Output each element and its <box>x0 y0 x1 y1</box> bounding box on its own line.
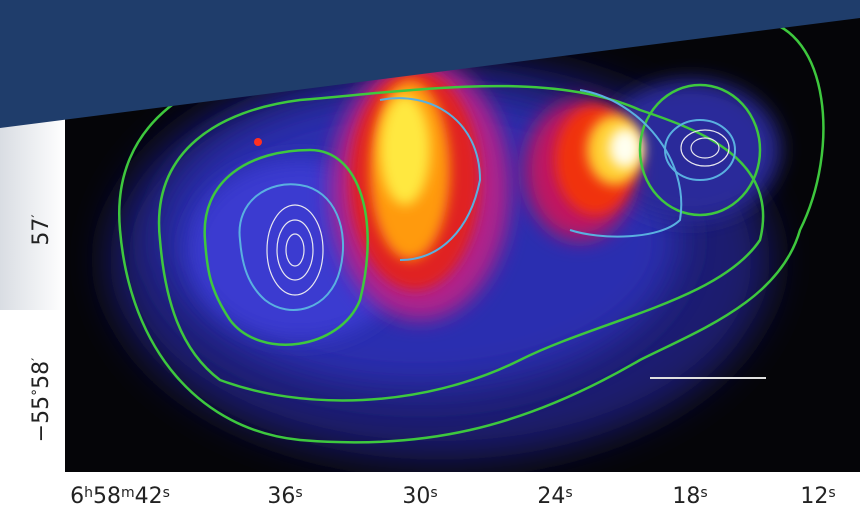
label-superscript: h <box>84 485 93 501</box>
label-part: 12 <box>800 484 828 509</box>
label-part: −55 <box>29 396 54 442</box>
label-part: 30 <box>402 484 430 509</box>
label-part: 6 <box>70 484 84 509</box>
label-superscript: ° <box>30 389 46 396</box>
body: 6h58m42s36s30s24s18s12s 57′−55°58′ (() =… <box>0 0 860 513</box>
label-superscript: m <box>121 485 135 501</box>
label-superscript: s <box>295 485 302 501</box>
label-superscript: s <box>700 485 707 501</box>
label-superscript: s <box>163 485 170 501</box>
label-superscript: ′ <box>30 214 46 217</box>
label-part: 24 <box>537 484 565 509</box>
page: {"axes": { "x_labels": [["6","h","58","m… <box>0 0 860 513</box>
label-superscript: s <box>565 485 572 501</box>
y-tick-label: −55°58′ <box>29 358 54 443</box>
label-part: 36 <box>267 484 295 509</box>
label-part: 18 <box>672 484 700 509</box>
label-superscript: s <box>430 485 437 501</box>
figure: 6h58m42s36s30s24s18s12s 57′−55°58′ <box>0 0 860 513</box>
label-superscript: ′ <box>30 358 46 361</box>
label-part: 57 <box>29 218 54 246</box>
side-shade <box>0 110 65 310</box>
label-part: 58 <box>93 484 121 509</box>
label-part: 42 <box>135 484 163 509</box>
label-superscript: s <box>828 485 835 501</box>
y-tick-label: 57′ <box>29 214 54 245</box>
label-part: 58 <box>29 361 54 389</box>
